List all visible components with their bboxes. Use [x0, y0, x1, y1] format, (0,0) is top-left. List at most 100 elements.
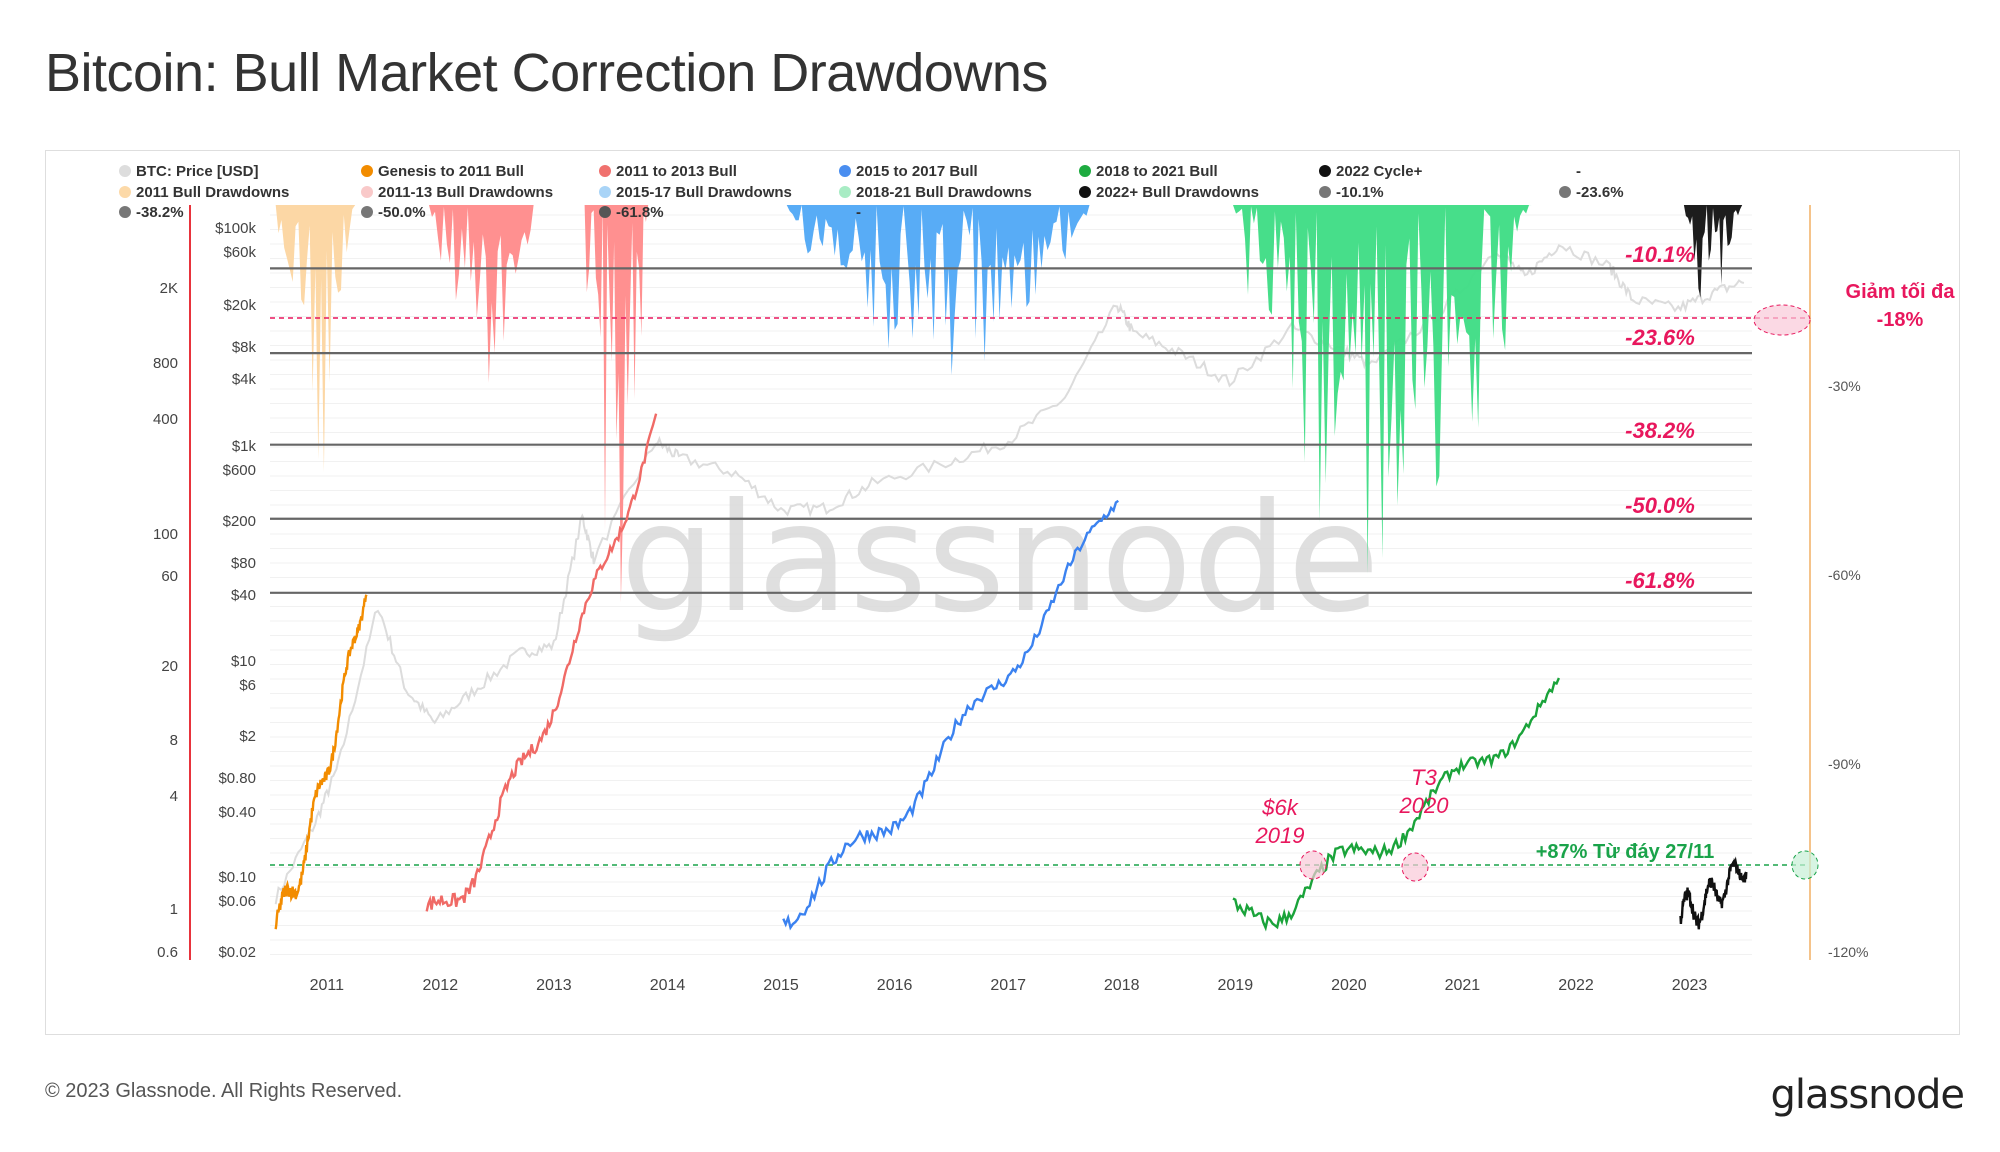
fib-label: -10.1%: [1625, 242, 1695, 267]
y-right-tick: -60%: [1828, 567, 1861, 583]
annotation-2019: 2019: [1255, 823, 1305, 848]
x-tick-label: 2015: [763, 977, 799, 994]
y-left-cycle-tick: 800: [153, 355, 178, 372]
axes: 2011 2012 2013 2014 2015 2016 2017 2018 2019 2020…: [153, 205, 1868, 994]
y-left-cycle-tick: 4: [170, 788, 178, 805]
y-left-price-tick: $0.10: [218, 869, 256, 886]
legend-label: -: [1576, 163, 1581, 180]
y-left-price-tick: $2: [239, 728, 256, 745]
drawdown-area: [584, 205, 653, 603]
legend-swatch: [839, 165, 851, 177]
y-right-tick: -120%: [1828, 944, 1868, 960]
legend-swatch: [1559, 186, 1571, 198]
drawdown-area: [275, 205, 361, 473]
max-drawdown-marker: [1753, 304, 1811, 336]
y-left-cycle-tick: 0.6: [157, 944, 178, 961]
legend-swatch: [599, 165, 611, 177]
legend-label: 2018-21 Bull Drawdowns: [856, 184, 1032, 201]
y-left-price-tick: $4k: [232, 371, 257, 388]
annotation-t3: T3: [1411, 765, 1437, 790]
y-left-cycle-tick: 100: [153, 526, 178, 543]
legend-swatch: [119, 186, 131, 198]
legend-swatch: [839, 186, 851, 198]
fib-label: -38.2%: [1625, 418, 1695, 443]
legend-item[interactable]: 2011 to 2013 Bull: [599, 163, 737, 180]
legend-item[interactable]: 2022+ Bull Drawdowns: [1079, 184, 1259, 201]
legend[interactable]: BTC: Price [USD] Genesis to 2011 Bull 2011…: [119, 163, 1624, 221]
marker-2020: [1401, 852, 1429, 882]
legend-item[interactable]: 2015 to 2017 Bull: [839, 163, 978, 180]
fib-levels: [270, 267, 1808, 866]
legend-label: Genesis to 2011 Bull: [378, 163, 524, 180]
legend-item[interactable]: Genesis to 2011 Bull: [361, 163, 524, 180]
y-left-price-tick: $0.02: [218, 944, 256, 961]
y-left-price-tick: $8k: [232, 339, 257, 356]
max-drawdown-label: Giảm tối đa: [1846, 281, 1956, 303]
btc-price-line: [274, 244, 1745, 905]
legend-label: -61.8%: [616, 204, 664, 221]
legend-swatch: [1079, 186, 1091, 198]
legend-label: -: [856, 204, 861, 221]
x-tick-label: 2017: [990, 977, 1026, 994]
legend-swatch: [599, 186, 611, 198]
legend-item[interactable]: 2015-17 Bull Drawdowns: [599, 184, 792, 201]
y-left-price-tick: $0.80: [218, 770, 256, 787]
legend-item[interactable]: 2018-21 Bull Drawdowns: [839, 184, 1032, 201]
legend-item[interactable]: -10.1%: [1319, 184, 1384, 201]
fib-label: -61.8%: [1625, 568, 1695, 593]
legend-swatch: [119, 206, 131, 218]
legend-item[interactable]: -61.8%: [599, 204, 664, 221]
legend-label: 2018 to 2021 Bull: [1096, 163, 1218, 180]
legend-item[interactable]: BTC: Price [USD]: [119, 163, 259, 180]
legend-swatch: [361, 165, 373, 177]
y-left-cycle-tick: 20: [161, 658, 178, 675]
annotations: -10.1% -23.6% -38.2% -50.0% -61.8% Giảm tối đ…: [1255, 242, 1956, 882]
y-left-price-tick: $80: [231, 555, 256, 572]
legend-label: -38.2%: [136, 204, 184, 221]
y-left-cycle-tick: 2K: [160, 280, 178, 297]
y-left-price-tick: $6: [239, 677, 256, 694]
y-left-price-tick: $200: [223, 513, 256, 530]
x-tick-label: 2014: [650, 977, 686, 994]
chart-frame: [45, 150, 1960, 1035]
legend-item[interactable]: 2011-13 Bull Drawdowns: [361, 184, 553, 201]
y-left-cycle-tick: 400: [153, 411, 178, 428]
legend-item[interactable]: -: [1576, 163, 1581, 180]
legend-swatch: [1079, 165, 1091, 177]
x-tick-label: 2011: [310, 977, 345, 994]
legend-label: 2011 Bull Drawdowns: [136, 184, 289, 201]
footer-logo: glassnode: [1770, 1072, 1965, 1118]
max-drawdown-value: -18%: [1877, 309, 1924, 331]
legend-swatch: [1319, 165, 1331, 177]
legend-item[interactable]: -: [856, 204, 861, 221]
legend-item[interactable]: -38.2%: [119, 204, 184, 221]
legend-swatch: [119, 165, 131, 177]
legend-item[interactable]: -50.0%: [361, 204, 426, 221]
y-left-price-tick: $40: [231, 587, 256, 604]
drawdown-areas: [275, 205, 1747, 603]
legend-label: 2022 Cycle+: [1336, 163, 1423, 180]
legend-swatch: [599, 206, 611, 218]
legend-label: 2015-17 Bull Drawdowns: [616, 184, 792, 201]
legend-item[interactable]: 2018 to 2021 Bull: [1079, 163, 1218, 180]
cycle-line: [782, 499, 1119, 931]
footer-copyright: © 2023 Glassnode. All Rights Reserved.: [45, 1080, 403, 1102]
legend-item[interactable]: 2011 Bull Drawdowns: [119, 184, 289, 201]
legend-swatch: [1319, 186, 1331, 198]
y-right-tick: -90%: [1828, 756, 1861, 772]
x-tick-label: 2020: [1331, 977, 1367, 994]
legend-label: 2011 to 2013 Bull: [616, 163, 737, 180]
rebound-label: +87% Từ đáy 27/11: [1536, 841, 1715, 863]
drawdown-area: [429, 205, 543, 383]
y-left-price-tick: $10: [231, 653, 256, 670]
y-left-price-tick: $0.40: [218, 804, 256, 821]
legend-swatch: [361, 186, 373, 198]
marker-2019: [1299, 850, 1327, 880]
legend-item[interactable]: -23.6%: [1559, 184, 1624, 201]
legend-item[interactable]: 2022 Cycle+: [1319, 163, 1423, 180]
drawdown-area: [1683, 205, 1747, 298]
x-tick-label: 2013: [536, 977, 572, 994]
cycle-series: [274, 413, 1748, 932]
legend-label: -50.0%: [378, 204, 426, 221]
